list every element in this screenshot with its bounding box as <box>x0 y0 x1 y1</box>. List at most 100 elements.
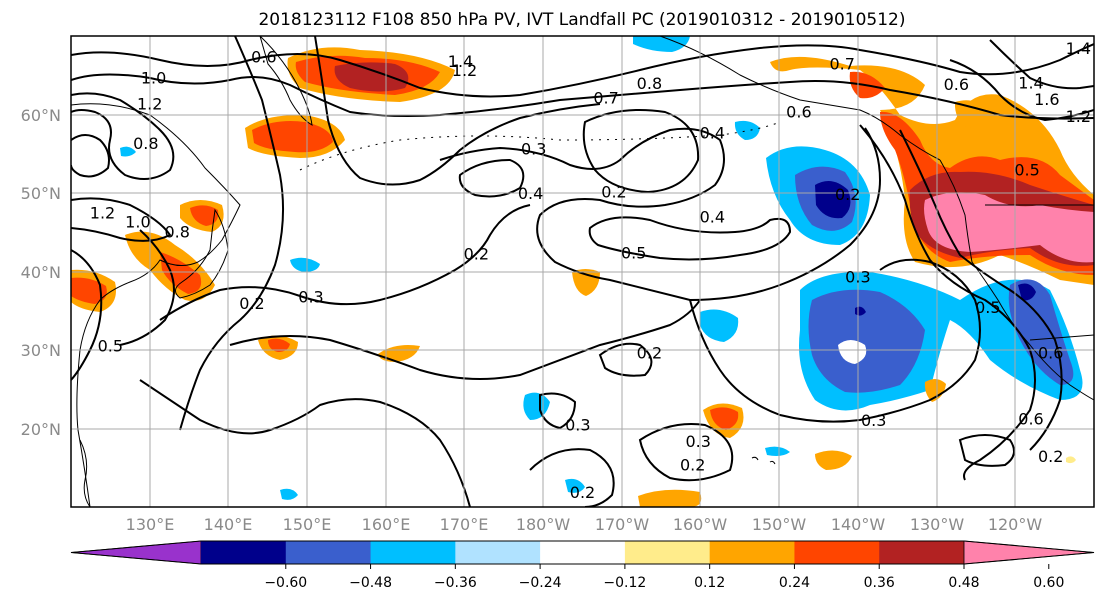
contour-value-label: 0.3 <box>521 139 546 158</box>
contour-line <box>179 36 285 431</box>
contour-line <box>71 134 110 178</box>
graticule <box>71 36 1094 507</box>
shade-blue-patch-7 <box>280 488 298 500</box>
lat-tick-label: 30°N <box>21 341 61 360</box>
contour-line <box>949 59 1094 122</box>
contour-value-label: 1.4 <box>448 52 473 71</box>
map-panel: 1.01.20.81.2 1.00.80.6 1.41.20.70.80.70.60… <box>70 35 1095 508</box>
lon-tick-label: 150°E <box>283 515 332 534</box>
shade-red-china-coast <box>71 277 107 304</box>
contour-value-label: 0.6 <box>1038 343 1063 362</box>
contour-line <box>689 258 981 423</box>
contour-value-label: 1.2 <box>1066 107 1091 126</box>
shade-blue-patch-3 <box>633 36 690 52</box>
lon-tick-label: 150°W <box>752 515 807 534</box>
contour-value-label: 1.0 <box>141 69 166 88</box>
contour-value-label: 0.4 <box>700 208 725 227</box>
lon-tick-label: 170°E <box>440 515 489 534</box>
coast-philippines <box>79 439 91 507</box>
colorbar-tick-label: 0.60 <box>1033 575 1064 591</box>
contour-value-label: 0.2 <box>239 294 264 313</box>
colorbar-swatch <box>794 541 880 564</box>
contour-value-label: 0.7 <box>593 88 618 107</box>
contour-value-label: 0.2 <box>464 245 489 264</box>
colorbar-swatch <box>201 541 287 564</box>
contour-line <box>638 423 734 482</box>
contour-value-label: 0.2 <box>835 185 860 204</box>
shade-red-japan <box>160 252 202 294</box>
contour-value-label: 0.2 <box>1038 447 1063 466</box>
border-us-mexico <box>1029 334 1094 341</box>
shade-blue-patch-6 <box>565 478 585 493</box>
contour-value-label: 0.8 <box>133 134 158 153</box>
colorbar-tick-label: −0.60 <box>264 575 307 591</box>
contour-line <box>989 39 1094 90</box>
latitude-labels: 60°N 50°N 40°N 30°N 20°N <box>21 106 61 439</box>
shade-mediumblue-subtropical <box>808 289 925 393</box>
contour-value-label: 0.2 <box>680 456 705 475</box>
contour-line <box>314 36 601 186</box>
colorbar-tick-label: 0.24 <box>779 575 810 591</box>
colorbar-swatch <box>879 541 965 564</box>
coast-alaska <box>659 36 941 161</box>
shade-orange-patch-5 <box>815 450 852 470</box>
contour-value-label: 0.4 <box>518 184 543 203</box>
colorbar-ticks: −0.60 −0.48 −0.36 −0.24 −0.12 0.12 0.24 0.36 0.4… <box>264 564 1064 591</box>
coast-north-america <box>939 159 1094 401</box>
contour-value-label: 0.3 <box>685 432 710 451</box>
colorbar-tick-label: 0.48 <box>948 575 979 591</box>
shade-red-sea-of-japan <box>190 205 219 226</box>
contour-value-label: 1.4 <box>1018 73 1043 92</box>
colorbar-outline <box>70 540 1095 565</box>
colorbar-tick-label: −0.12 <box>603 575 646 591</box>
contour-value-label: 0.3 <box>298 288 323 307</box>
contour-value-label: 1.2 <box>137 95 162 114</box>
shade-pink-na-coast <box>924 192 1094 263</box>
shade-darknavy-spot-1 <box>1018 283 1036 301</box>
shade-blue-patch-9 <box>120 146 136 157</box>
contour-line <box>71 249 103 381</box>
contour-line <box>899 129 1063 451</box>
colorbar-swatch <box>624 541 711 564</box>
contour-line <box>139 379 471 507</box>
contour-value-label: 0.2 <box>637 343 662 362</box>
lon-tick-label: 170°W <box>595 515 650 534</box>
contour-value-label: 0.6 <box>1018 409 1043 428</box>
shade-red-patch-4 <box>710 407 739 430</box>
contour-value-label: 0.5 <box>621 244 646 263</box>
contour-value-label: 1.4 <box>1066 39 1091 58</box>
figure-title: 2018123112 F108 850 hPa PV, IVT Landfall… <box>258 10 905 30</box>
colorbar-tick-label: −0.24 <box>519 575 562 591</box>
contour-line <box>582 108 700 194</box>
shade-orange-patch-6 <box>638 489 702 507</box>
colorbar-swatch <box>370 541 456 564</box>
lon-tick-label: 140°W <box>831 515 886 534</box>
lat-tick-label: 20°N <box>21 420 61 439</box>
contour-line <box>598 342 653 377</box>
shade-mediumblue-coast <box>1008 279 1074 385</box>
colorbar-swatch <box>709 541 795 564</box>
colorbar-swatches <box>70 540 1095 565</box>
shade-orange-gulf-top <box>954 100 985 128</box>
lat-tick-label: 50°N <box>21 184 61 203</box>
colorbar-extend-high <box>963 540 1095 565</box>
lon-tick-label: 180°W <box>516 515 571 534</box>
shade-hole-subtropical <box>838 340 867 364</box>
contour-line <box>958 434 1015 467</box>
contour-value-label: 0.8 <box>164 223 189 242</box>
colorbar-tick-label: 0.36 <box>864 575 895 591</box>
contour-line <box>859 124 1036 481</box>
contour-value-label: 1.2 <box>90 204 115 223</box>
contour-line <box>458 158 525 198</box>
shade-blue-patch-8 <box>765 446 790 456</box>
contour-labels: 1.01.20.81.2 1.00.80.6 1.41.20.70.80.70.60… <box>90 39 1091 502</box>
contour-value-label: 1.2 <box>452 61 477 80</box>
colorbar-swatch <box>455 541 541 564</box>
contour-line <box>71 197 172 242</box>
lon-tick-label: 130°W <box>910 515 965 534</box>
shade-darknavy-alaska-gulf <box>815 181 851 219</box>
contour-value-label: 0.3 <box>861 411 886 430</box>
contour-value-label: 0.6 <box>251 48 276 67</box>
contour-line <box>529 448 615 507</box>
shade-orange-patch-7 <box>924 378 946 402</box>
